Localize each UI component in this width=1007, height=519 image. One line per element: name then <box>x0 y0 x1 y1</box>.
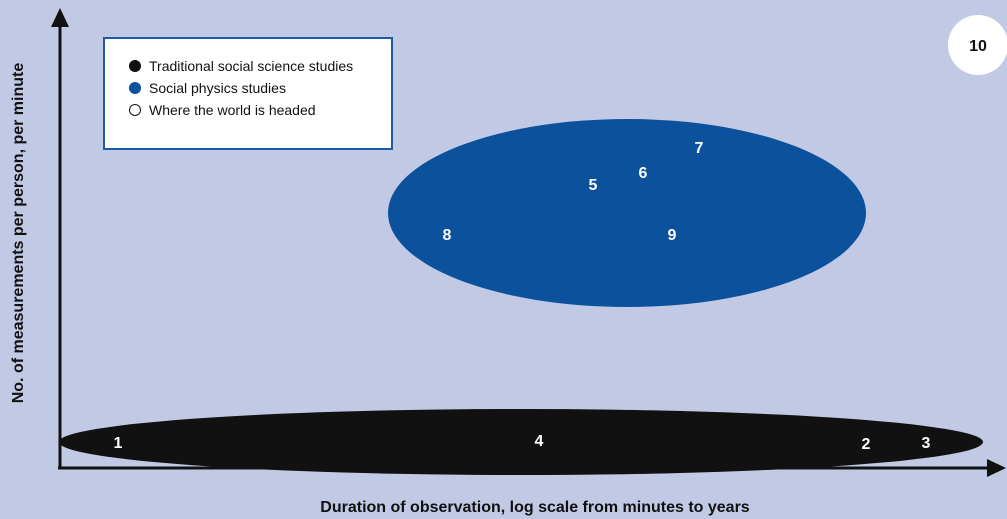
point-label-3: 3 <box>922 435 931 452</box>
x-axis-arrow <box>987 459 1006 477</box>
legend-item-social-physics: Social physics studies <box>129 77 391 99</box>
point-label-6: 6 <box>639 165 648 182</box>
point-label-4: 4 <box>535 433 544 450</box>
traditional-studies-region <box>59 409 983 475</box>
point-label-10: 10 <box>969 38 987 55</box>
y-axis-label: No. of measurements per person, per minu… <box>10 63 27 404</box>
legend-item-future: Where the world is headed <box>129 99 391 121</box>
social-physics-region <box>388 119 866 307</box>
legend-swatch-traditional <box>129 60 141 72</box>
x-axis-label: Duration of observation, log scale from … <box>320 499 750 516</box>
point-label-2: 2 <box>862 436 871 453</box>
point-label-9: 9 <box>668 227 677 244</box>
legend: Traditional social science studies Socia… <box>103 37 393 150</box>
legend-item-traditional: Traditional social science studies <box>129 55 391 77</box>
point-label-1: 1 <box>114 435 123 452</box>
point-label-8: 8 <box>443 227 452 244</box>
point-label-7: 7 <box>695 140 704 157</box>
legend-label-future: Where the world is headed <box>149 102 316 118</box>
future-region <box>948 15 1007 75</box>
legend-swatch-future <box>129 104 141 116</box>
y-axis-arrow <box>51 8 69 27</box>
legend-label-traditional: Traditional social science studies <box>149 58 354 74</box>
legend-swatch-social-physics <box>129 82 141 94</box>
legend-label-social-physics: Social physics studies <box>149 80 286 96</box>
point-label-5: 5 <box>589 177 598 194</box>
